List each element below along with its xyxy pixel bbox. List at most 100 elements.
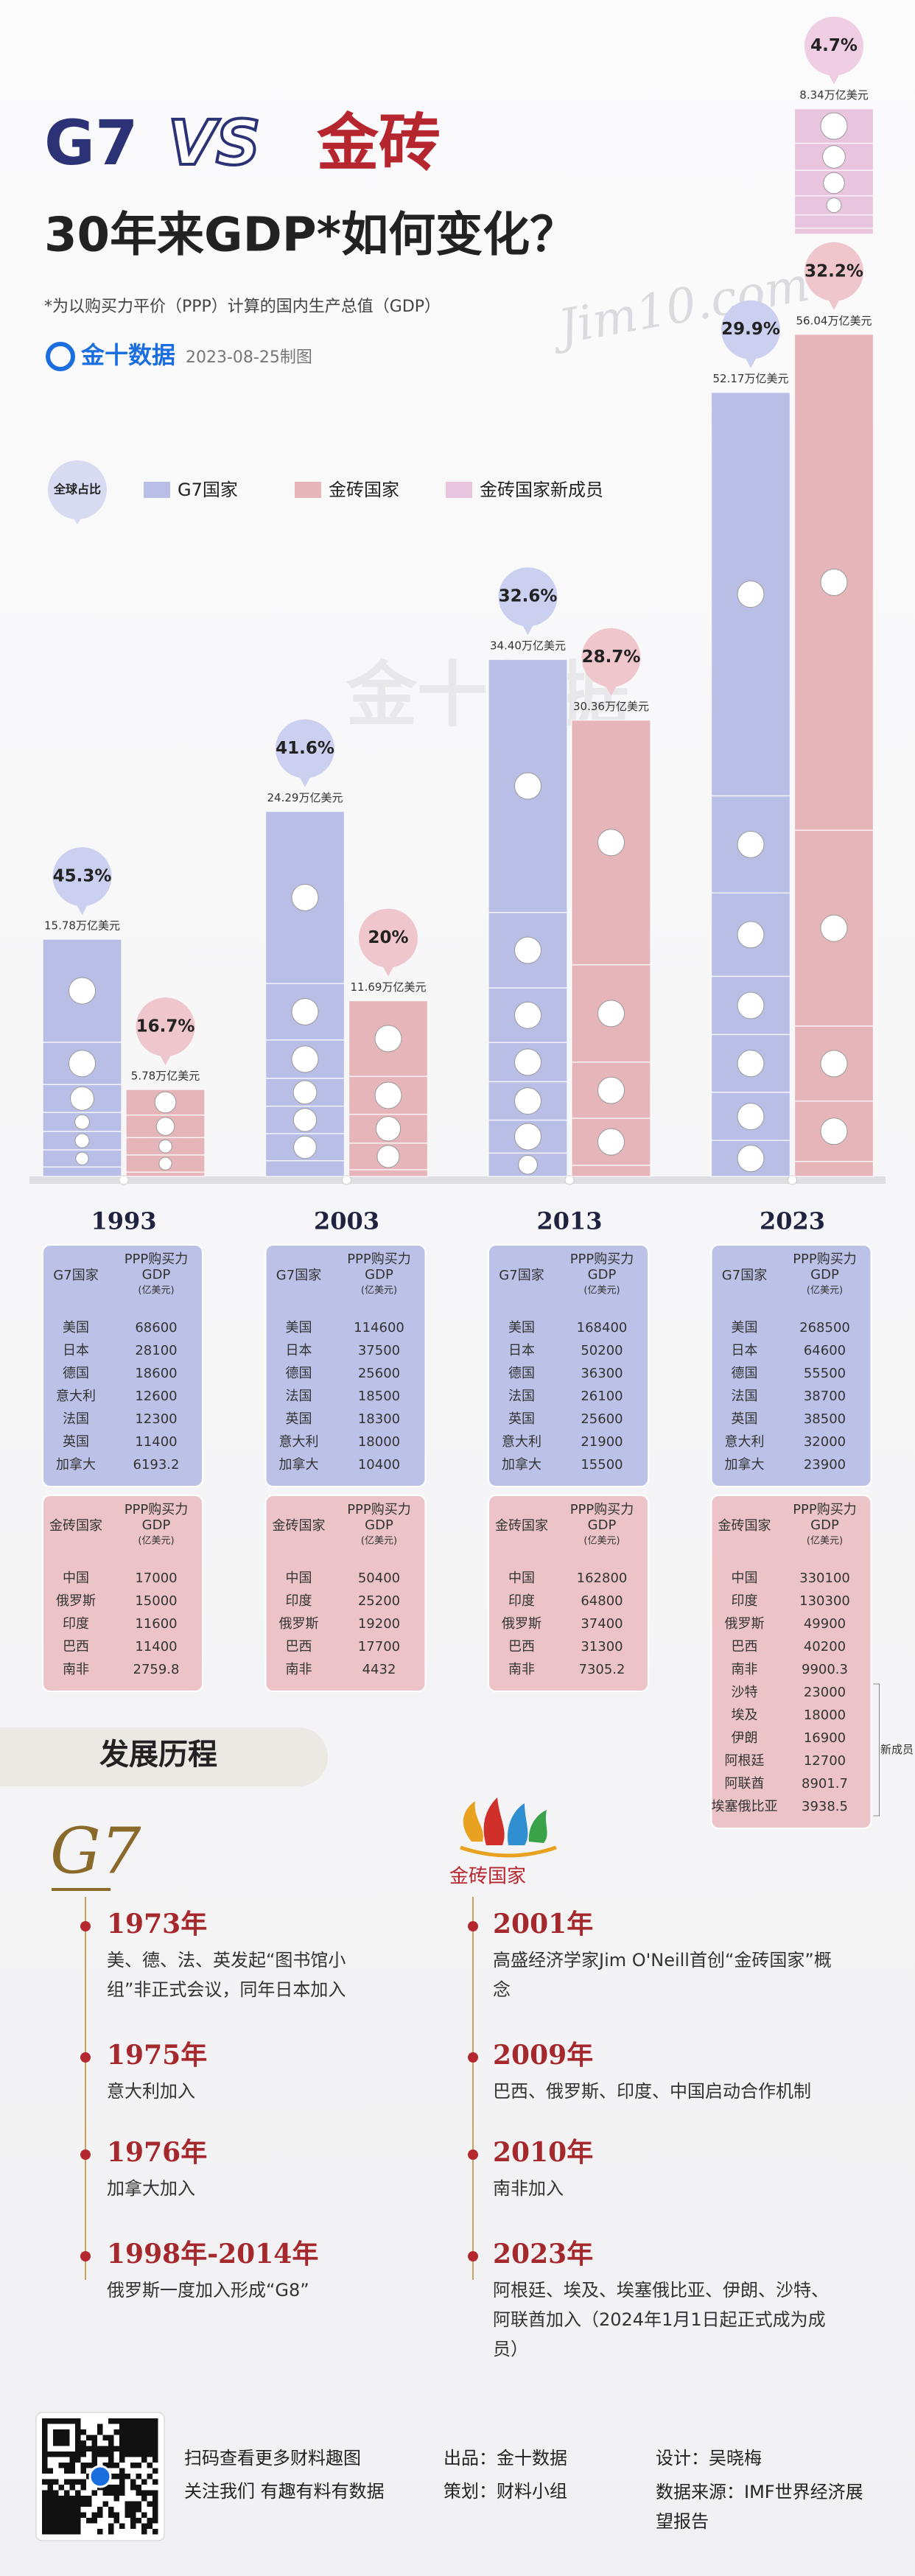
qr-cell [64, 2529, 70, 2535]
table-value: 28100 [135, 1343, 177, 1358]
qr-cell [136, 2446, 141, 2452]
qr-cell [64, 2452, 70, 2457]
share-bubble [804, 16, 863, 76]
flag [823, 172, 845, 194]
table-value: 37500 [358, 1343, 400, 1358]
table-country: 中国 [286, 1570, 312, 1586]
qr-cell [108, 2507, 114, 2513]
qr-cell [47, 2452, 53, 2457]
qr-cell [141, 2424, 147, 2429]
table-value: 68600 [135, 1320, 177, 1336]
event-year: 1973年 [107, 1909, 207, 1940]
flag [158, 1157, 172, 1171]
qr-cell [119, 2457, 125, 2463]
table-metric-header: PPP购买力 [347, 1502, 411, 1517]
qr-cell [113, 2446, 119, 2452]
qr-cell [119, 2490, 125, 2496]
qr-cell [119, 2485, 125, 2491]
table-metric-header: (亿美元) [583, 1285, 620, 1296]
qr-cell [97, 2429, 103, 2435]
table-value: 11400 [135, 1639, 177, 1654]
table-box [264, 1244, 427, 1487]
table-country: 埃塞俄比亚 [712, 1799, 778, 1814]
qr-cell [102, 2501, 108, 2507]
event-text: 高盛经济学家Jim O'Neill首创“金砖国家”概念 [493, 1950, 832, 2000]
table-value: 50200 [581, 1343, 623, 1358]
qr-cell [80, 2429, 86, 2435]
qr-cell [64, 2418, 70, 2424]
event-year: 2010年 [493, 2137, 593, 2168]
qr-cell [58, 2518, 64, 2524]
qr-cell [152, 2424, 158, 2429]
table-country: 法国 [286, 1389, 312, 1404]
table-group-header: 金砖国家 [49, 1518, 102, 1534]
qr-cell [42, 2512, 48, 2518]
table-metric-header: GDP [588, 1267, 617, 1282]
table-metric-header: PPP购买力 [570, 1252, 634, 1267]
qr-cell [125, 2435, 130, 2440]
table-country: 俄罗斯 [279, 1616, 319, 1632]
share-bubble [804, 242, 863, 301]
qr-cell [69, 2468, 75, 2474]
table-country: 中国 [63, 1570, 89, 1586]
qr-cell [53, 2440, 59, 2446]
table-value: 64600 [804, 1343, 846, 1358]
qr-cell [69, 2463, 75, 2468]
qr-caption: 关注我们 有趣有料有数据 [184, 2481, 385, 2502]
qr-cell [75, 2523, 81, 2529]
flag [514, 772, 541, 800]
qr-cell [141, 2523, 147, 2529]
qr-cell [152, 2440, 158, 2446]
qr-cell [75, 2512, 81, 2518]
qr-cell [75, 2518, 81, 2524]
qr-cell [130, 2424, 136, 2429]
qr-cell [58, 2496, 64, 2502]
qr-cell [113, 2463, 119, 2468]
qr-cell [75, 2501, 81, 2507]
table-value: 130300 [799, 1593, 850, 1609]
flag [514, 936, 541, 964]
qr-cell [75, 2496, 81, 2502]
event-year: 1998年-2014年 [107, 2239, 318, 2270]
qr-cell [64, 2490, 70, 2496]
timeline-dot [80, 1921, 91, 1931]
table-country: 英国 [732, 1411, 758, 1427]
qr-cell [152, 2457, 158, 2463]
qr-cell [75, 2507, 81, 2513]
qr-cell [147, 2463, 152, 2468]
qr-cell [58, 2512, 64, 2518]
table-country: 巴西 [286, 1639, 312, 1654]
new-member-label: 新成员 [880, 1743, 914, 1756]
qr-cell [113, 2512, 119, 2518]
table-country: 意大利 [279, 1434, 319, 1450]
table-box [42, 1495, 203, 1692]
event-text: 巴西、俄罗斯、印度、中国启动合作机制 [493, 2081, 811, 2102]
qr-cell [113, 2429, 119, 2435]
qr-cell [130, 2418, 136, 2424]
qr-cell [75, 2446, 81, 2452]
qr-cell [136, 2435, 141, 2440]
flag [69, 1050, 96, 1078]
value-label: 34.40万亿美元 [490, 639, 566, 653]
table-metric-header: PPP购买力 [125, 1252, 189, 1267]
qr-cell [152, 2501, 158, 2507]
table-value: 10400 [358, 1457, 400, 1473]
timeline-dot [80, 2149, 91, 2160]
table-metric-header: (亿美元) [361, 1285, 397, 1296]
table-country: 德国 [63, 1366, 89, 1381]
qr-cell [42, 2452, 48, 2457]
qr-cell [53, 2418, 59, 2424]
qr-cell [47, 2518, 53, 2524]
table-country: 阿根廷 [725, 1753, 765, 1769]
table-country: 中国 [732, 1570, 758, 1586]
qr-cell [152, 2518, 158, 2524]
qr-cell [152, 2490, 158, 2496]
flag [514, 1001, 541, 1029]
bar-segment [571, 964, 651, 1063]
flag [820, 1117, 848, 1145]
qr-cell [42, 2418, 48, 2424]
value-label: 11.69万亿美元 [351, 980, 427, 994]
qr-cell [75, 2479, 81, 2485]
table-country: 南非 [732, 1662, 758, 1677]
table-value: 18300 [358, 1411, 400, 1427]
